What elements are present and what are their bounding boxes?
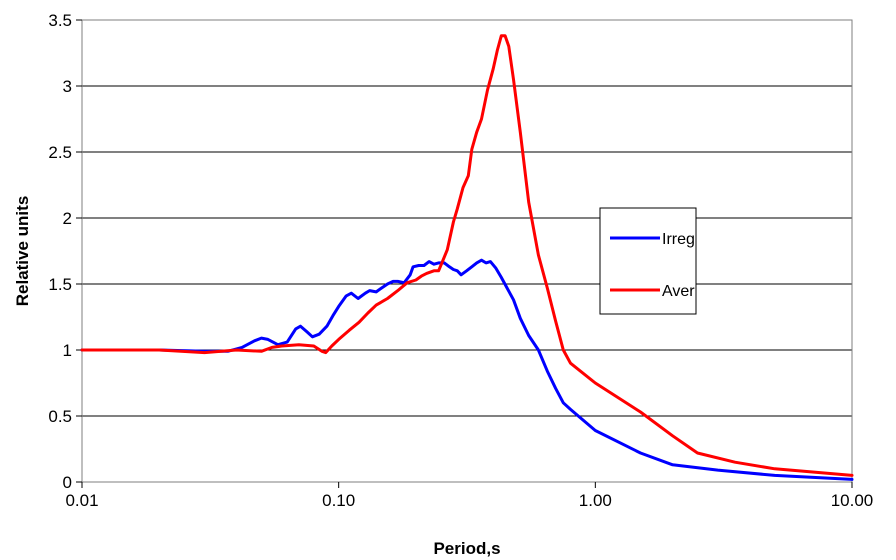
y-tick-label: 1.5 xyxy=(48,275,72,294)
x-axis-title: Period,s xyxy=(433,539,500,558)
y-tick-label: 3 xyxy=(63,77,72,96)
y-tick-label: 2 xyxy=(63,209,72,228)
series-line-aver xyxy=(80,34,854,477)
series-lines xyxy=(80,34,854,481)
y-tick-label: 0.5 xyxy=(48,407,72,426)
x-axis-ticks: 0.01 0.10 1.00 10.00 xyxy=(65,482,873,510)
x-tick-label: 10.00 xyxy=(831,491,874,510)
x-tick-label: 1.00 xyxy=(579,491,612,510)
y-tick-label: 0 xyxy=(63,473,72,492)
x-tick-label: 0.01 xyxy=(65,491,98,510)
series-line-irreg xyxy=(80,258,854,481)
y-axis-ticks: 0 0.5 1 1.5 2 2.5 3 3.5 xyxy=(48,11,82,492)
legend-label-aver: Aver xyxy=(662,283,695,300)
y-tick-label: 2.5 xyxy=(48,143,72,162)
plot-area-border xyxy=(81,19,853,483)
legend: Irreg Aver xyxy=(599,207,697,315)
x-tick-label: 0.10 xyxy=(322,491,355,510)
y-tick-label: 3.5 xyxy=(48,11,72,30)
y-tick-label: 1 xyxy=(63,341,72,360)
y-axis-title: Relative units xyxy=(13,196,32,307)
grid-lines xyxy=(82,19,852,483)
legend-label-irreg: Irreg xyxy=(662,231,695,248)
legend-box xyxy=(599,207,697,315)
